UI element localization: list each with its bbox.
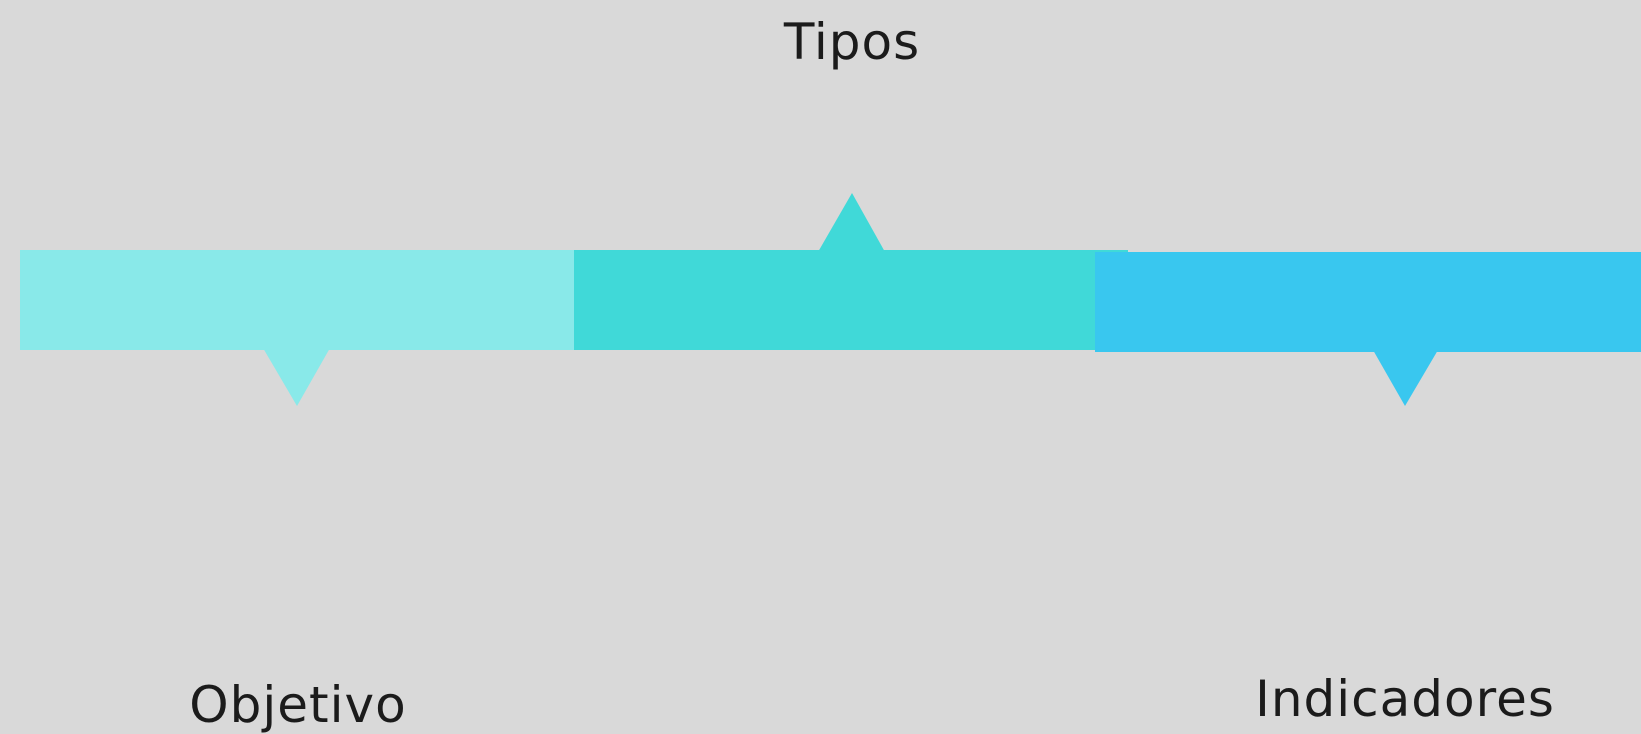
segment-indicadores [1095, 252, 1641, 406]
segment-indicadores-pointer [1373, 350, 1438, 406]
label-indicadores: Indicadores [1255, 670, 1555, 728]
segment-tipos [574, 193, 1128, 350]
segment-objetivo [20, 250, 575, 406]
segment-tipos-pointer [818, 193, 885, 252]
segment-tipos-bar [574, 250, 1128, 350]
segment-objetivo-pointer [263, 348, 330, 406]
segment-indicadores-bar [1095, 252, 1641, 352]
segment-objetivo-bar [20, 250, 575, 350]
label-objetivo: Objetivo [189, 676, 407, 734]
label-tipos: Tipos [783, 13, 921, 71]
